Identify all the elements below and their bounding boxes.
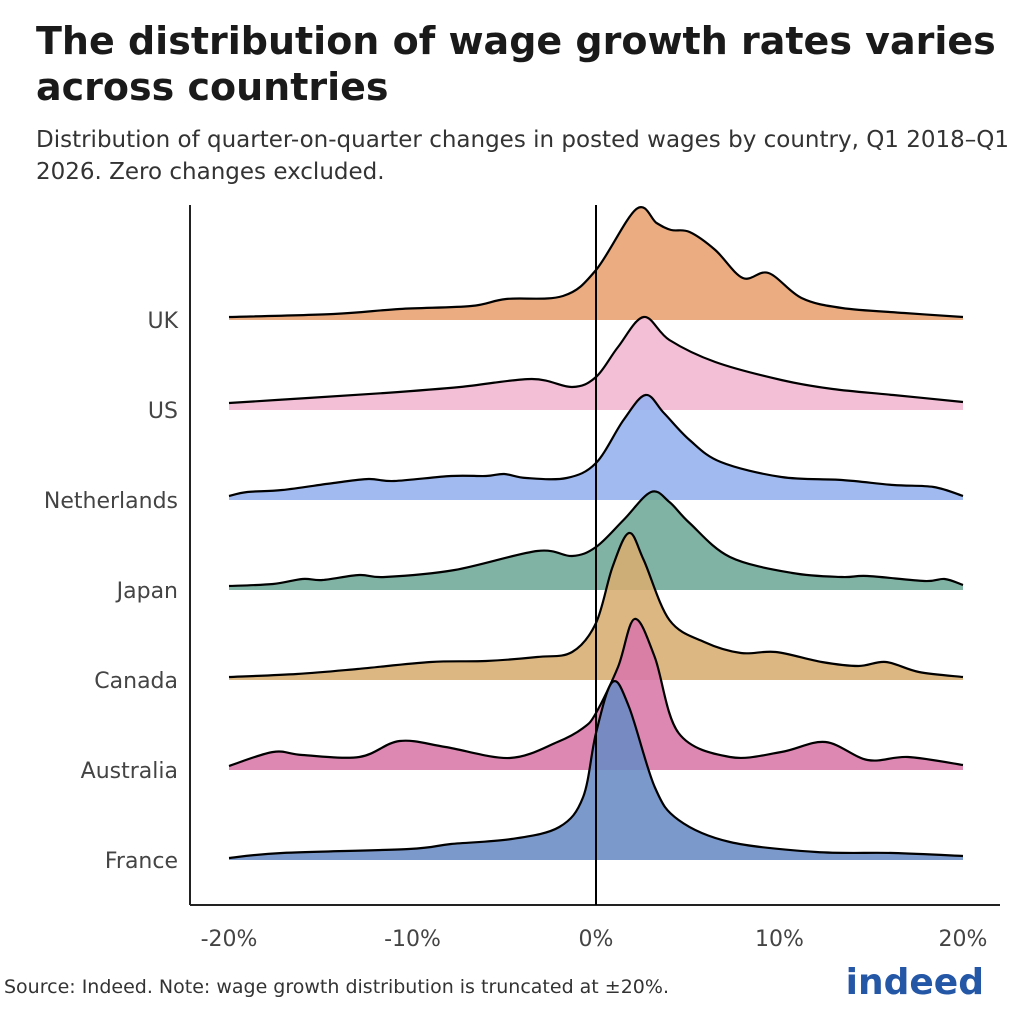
y-tick-label: US [148,399,178,424]
x-tick-label: -20% [201,927,258,952]
y-tick-label: UK [147,309,178,334]
chart-title: The distribution of wage growth rates va… [36,19,996,109]
density-line-france [228,680,964,860]
density-area-uk [229,207,963,320]
density-line-japan [228,490,964,588]
x-tick-label: 10% [755,927,804,952]
x-tick-label: 20% [939,927,988,952]
density-area-us [229,316,963,410]
x-tick-label: 0% [579,927,614,952]
x-tick-label: -10% [384,927,441,952]
density-line-us [228,315,964,405]
density-line-canada [228,531,964,679]
y-tick-label: Canada [94,669,178,694]
chart-subtitle: Distribution of quarter-on-quarter chang… [36,127,1010,185]
y-tick-label: Japan [115,579,178,604]
density-line-netherlands [228,393,964,498]
y-tick-label: Netherlands [44,489,178,514]
source-note: Source: Indeed. Note: wage growth distri… [4,976,669,998]
y-tick-label: France [105,849,178,874]
density-line-uk [228,206,964,319]
indeed-logo: indeed [846,962,984,1003]
y-tick-label: Australia [81,759,178,784]
